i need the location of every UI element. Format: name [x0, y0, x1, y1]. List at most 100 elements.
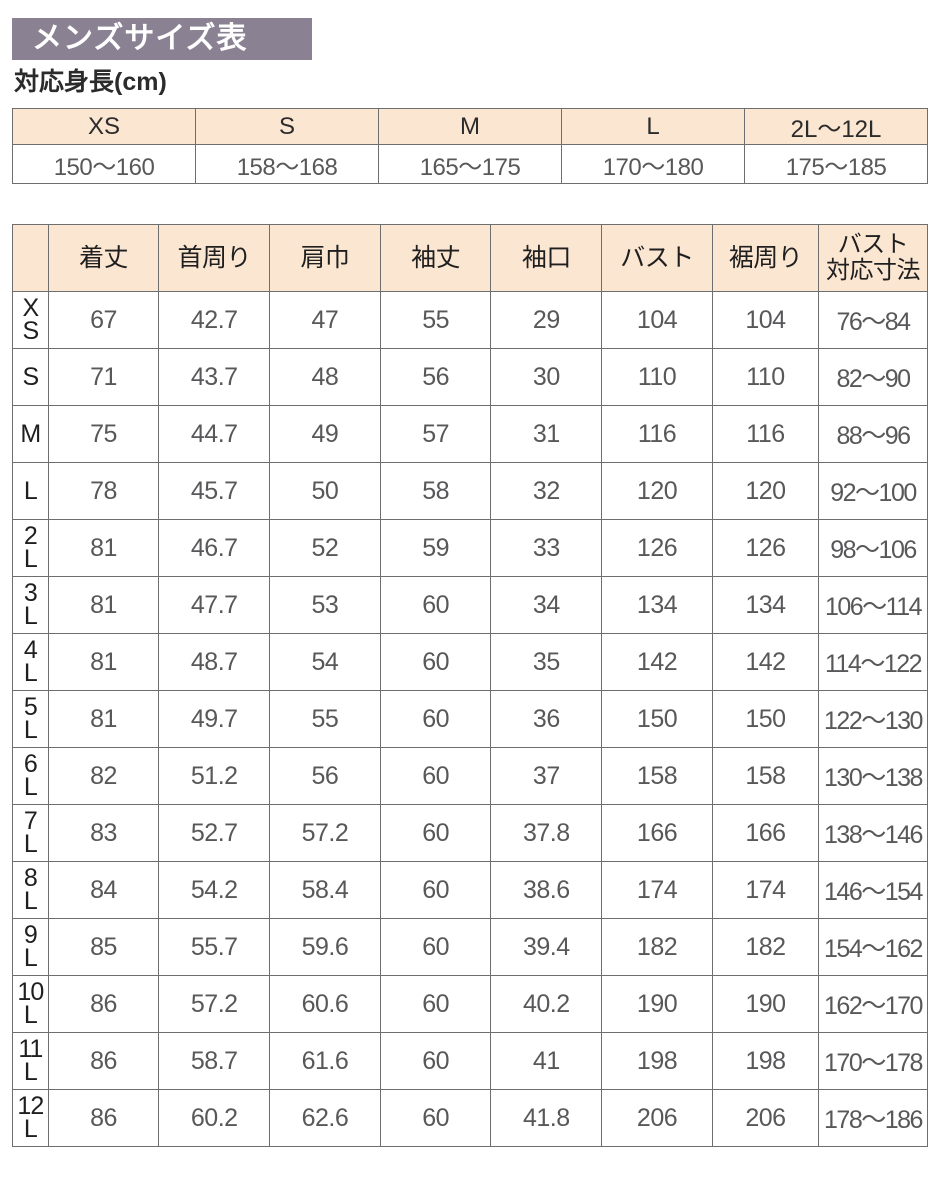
- size-cell: 142: [711, 633, 820, 691]
- size-cell: 33: [490, 519, 603, 577]
- height-header-2l12l: 2L〜12L: [744, 108, 928, 145]
- size-cell: 86: [47, 975, 160, 1033]
- size-cell: 56: [269, 747, 381, 805]
- size-column-header-7: バスト 対応寸法: [818, 224, 928, 292]
- size-column-header-4: 袖口: [490, 224, 603, 292]
- size-row-label-line2: L: [23, 944, 38, 972]
- size-row-label-line1: 11: [18, 1035, 43, 1063]
- size-row-label-line1: 9: [23, 921, 38, 949]
- size-cell: 47: [269, 291, 381, 349]
- size-cell: 174: [601, 861, 713, 919]
- size-cell: 146〜154: [818, 861, 928, 919]
- table-row: 11 L 86 58.7 61.6 60 41 198 198 170〜178: [12, 1032, 928, 1090]
- size-cell: 50: [269, 462, 381, 520]
- size-cell: 59: [379, 519, 492, 577]
- table-row: 7 L 83 52.7 57.2 60 37.8 166 166 138〜146: [12, 804, 928, 862]
- size-cell: 126: [601, 519, 713, 577]
- size-cell: 86: [47, 1032, 160, 1090]
- size-row-label-line1: M: [20, 419, 41, 448]
- size-cell: 206: [601, 1089, 713, 1147]
- size-column-header-3: 袖丈: [379, 224, 492, 292]
- size-cell: 81: [47, 690, 160, 748]
- table-row: 12 L 86 60.2 62.6 60 41.8 206 206 178〜186: [12, 1089, 928, 1147]
- height-table-value-row: 150〜160 158〜168 165〜175 170〜180 175〜185: [12, 144, 928, 184]
- size-cell: 60: [379, 747, 492, 805]
- size-cell: 120: [711, 462, 820, 520]
- table-row: 8 L 84 54.2 58.4 60 38.6 174 174 146〜154: [12, 861, 928, 919]
- size-cell: 85: [47, 918, 160, 976]
- size-cell: 78: [47, 462, 160, 520]
- size-cell: 84: [47, 861, 160, 919]
- size-cell: 35: [490, 633, 603, 691]
- size-cell: 31: [490, 405, 603, 463]
- size-cell: 37.8: [490, 804, 603, 862]
- size-row-label-line1: S: [22, 362, 39, 391]
- size-cell: 56: [379, 348, 492, 406]
- size-cell: 53: [269, 576, 381, 634]
- size-cell: 81: [47, 519, 160, 577]
- size-cell: 42.7: [158, 291, 271, 349]
- size-cell: 59.6: [269, 918, 381, 976]
- size-table-body: X S 67 42.7 47 55 29 104 104 76〜84 S 71 43.7 48 56 30 11…: [12, 291, 928, 1147]
- table-row: M 75 44.7 49 57 31 116 116 88〜96: [12, 405, 928, 463]
- size-row-label: M: [12, 405, 49, 463]
- size-column-header-line2: 対応寸法: [826, 257, 920, 284]
- size-cell: 54.2: [158, 861, 271, 919]
- height-value-xs: 150〜160: [12, 144, 196, 184]
- size-cell: 60: [379, 861, 492, 919]
- size-cell: 142: [601, 633, 713, 691]
- height-value-l: 170〜180: [561, 144, 745, 184]
- size-cell: 55: [379, 291, 492, 349]
- size-cell: 206: [711, 1089, 820, 1147]
- size-row-label: L: [12, 462, 49, 520]
- size-cell: 39.4: [490, 918, 603, 976]
- size-cell: 67: [47, 291, 160, 349]
- size-cell: 130〜138: [818, 747, 928, 805]
- size-cell: 54: [269, 633, 381, 691]
- size-row-label-line1: 3: [23, 579, 38, 607]
- size-column-header-5: バスト: [601, 224, 713, 292]
- size-cell: 60: [379, 1032, 492, 1090]
- size-cell: 60: [379, 1089, 492, 1147]
- size-row-label-line2: S: [22, 317, 39, 345]
- size-column-header-line1: 首周り: [177, 243, 251, 272]
- height-table-header-row: XS S M L 2L〜12L: [12, 108, 928, 145]
- size-row-label-line2: L: [23, 1058, 38, 1086]
- size-cell: 134: [711, 576, 820, 634]
- size-cell: 182: [711, 918, 820, 976]
- page-title: メンズサイズ表: [32, 22, 248, 55]
- size-cell: 52: [269, 519, 381, 577]
- size-column-header-line1: 袖丈: [411, 243, 461, 272]
- size-cell: 55.7: [158, 918, 271, 976]
- size-cell: 32: [490, 462, 603, 520]
- size-cell: 46.7: [158, 519, 271, 577]
- size-cell: 98〜106: [818, 519, 928, 577]
- size-row-label-line1: 6: [23, 750, 38, 778]
- size-row-label-line1: 10: [17, 978, 44, 1006]
- size-cell: 37: [490, 747, 603, 805]
- table-row: X S 67 42.7 47 55 29 104 104 76〜84: [12, 291, 928, 349]
- size-cell: 52.7: [158, 804, 271, 862]
- size-row-label-line2: L: [23, 1001, 38, 1029]
- size-cell: 43.7: [158, 348, 271, 406]
- size-row-label-line2: L: [23, 887, 38, 915]
- size-cell: 81: [47, 633, 160, 691]
- size-cell: 41: [490, 1032, 603, 1090]
- size-cell: 41.8: [490, 1089, 603, 1147]
- size-cell: 60: [379, 918, 492, 976]
- height-value-s: 158〜168: [195, 144, 379, 184]
- size-row-label-line1: 2: [23, 522, 38, 550]
- size-row-label: 10 L: [12, 975, 49, 1033]
- size-row-label: 12 L: [12, 1089, 49, 1147]
- size-cell: 82: [47, 747, 160, 805]
- size-cell: 190: [601, 975, 713, 1033]
- size-row-label-line1: 8: [23, 864, 38, 892]
- size-column-header-line1: バスト: [837, 231, 909, 259]
- size-cell: 60.6: [269, 975, 381, 1033]
- size-cell: 61.6: [269, 1032, 381, 1090]
